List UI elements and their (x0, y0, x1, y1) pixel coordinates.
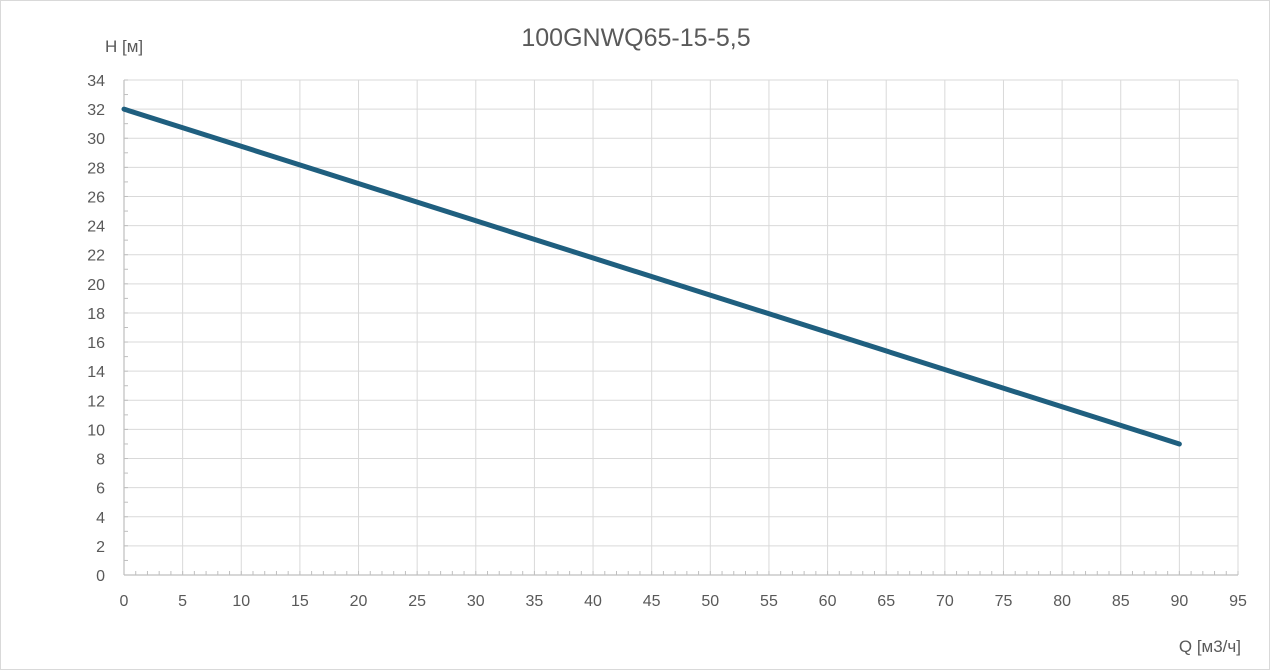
series-layer (121, 106, 1182, 447)
x-tick-label: 60 (819, 593, 837, 610)
x-tick-label: 10 (232, 593, 250, 610)
x-tick-label: 95 (1229, 593, 1247, 610)
y-tick-label: 20 (87, 277, 105, 294)
x-tick-label: 50 (701, 593, 719, 610)
chart-title: 100GNWQ65-15-5,5 (521, 24, 750, 52)
x-tick-label: 25 (408, 593, 426, 610)
x-tick-label: 80 (1053, 593, 1071, 610)
axes (123, 79, 1239, 576)
x-axis-label: Q [м3/ч] (1179, 637, 1241, 656)
y-tick-label: 32 (87, 102, 105, 119)
y-tick-label: 24 (87, 219, 105, 236)
x-tick-label: 75 (995, 593, 1013, 610)
y-tick-label: 16 (87, 335, 105, 352)
x-tick-label: 70 (936, 593, 954, 610)
y-tick-label: 4 (96, 510, 105, 527)
y-axis-label: H [м] (105, 37, 143, 56)
x-tick-label: 85 (1112, 593, 1130, 610)
x-tick-label: 20 (350, 593, 368, 610)
x-tick-label: 15 (291, 593, 309, 610)
y-tick-label: 2 (96, 539, 105, 556)
x-tick-label: 45 (643, 593, 661, 610)
grid-lines (124, 79, 1239, 575)
y-tick-label: 8 (96, 452, 105, 469)
x-tick-label: 35 (526, 593, 544, 610)
y-tick-label: 12 (87, 393, 105, 410)
y-tick-label: 10 (87, 422, 105, 439)
y-tick-label: 34 (87, 73, 105, 90)
y-tick-label: 18 (87, 306, 105, 323)
y-tick-label: 30 (87, 131, 105, 148)
x-tick-label: 40 (584, 593, 602, 610)
y-tick-label: 6 (96, 481, 105, 498)
y-tick-label: 26 (87, 189, 105, 206)
y-tick-label: 22 (87, 248, 105, 265)
series-line (121, 106, 1182, 447)
y-tick-label: 28 (87, 160, 105, 177)
y-tick-label: 0 (96, 568, 105, 585)
x-tick-label: 0 (120, 593, 129, 610)
x-tick-label: 55 (760, 593, 778, 610)
tick-labels: 0 5 10 15 20 25 30 35 40 45 50 55 60 65 70 75 80 85 90 95 0 2… (87, 73, 1247, 610)
y-tick-label: 14 (87, 364, 105, 381)
x-tick-label: 65 (877, 593, 895, 610)
x-tick-label: 90 (1170, 593, 1188, 610)
x-tick-label: 30 (467, 593, 485, 610)
x-tick-label: 5 (178, 593, 187, 610)
